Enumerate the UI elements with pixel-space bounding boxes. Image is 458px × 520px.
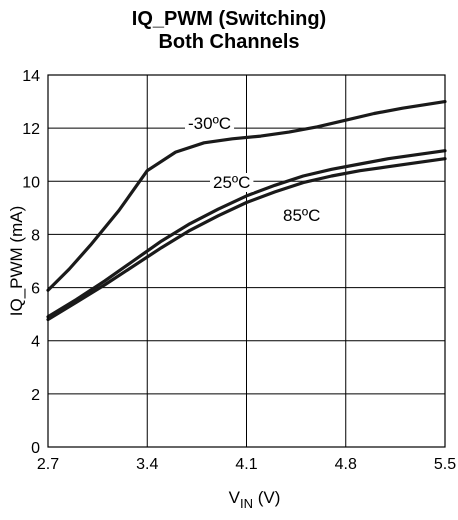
y-tick-label: 10 <box>22 174 40 191</box>
series-annotation-label: 85ºC <box>283 206 320 225</box>
y-tick-label: 12 <box>22 121 40 138</box>
annotation-background <box>210 173 254 192</box>
y-tick-label: 0 <box>31 440 40 457</box>
y-tick-label: 4 <box>31 334 40 351</box>
chart-title: IQ_PWM (Switching) <box>131 8 327 30</box>
series-line-2 <box>46 157 447 322</box>
x-tick-label: 4.8 <box>335 456 357 473</box>
x-axis-label-main: V <box>229 488 241 507</box>
series-line-1 <box>46 149 447 319</box>
x-axis-label-unit: (V) <box>253 488 280 507</box>
annotation-background <box>185 114 235 133</box>
y-tick-label: 8 <box>31 227 40 244</box>
series-annotation-label: 25ºC <box>213 173 250 192</box>
x-axis-label: VIN (V) <box>229 488 281 511</box>
chart-subtitle: Both Channels <box>158 31 300 53</box>
x-tick-label: 4.1 <box>235 456 257 473</box>
y-tick-labels: 0 2 4 6 8 10 12 14 <box>22 68 40 457</box>
series-lines <box>46 99 447 322</box>
x-tick-label: 3.4 <box>136 456 158 473</box>
y-tick-label: 6 <box>31 281 40 298</box>
annotation-background <box>280 206 324 225</box>
x-tick-label: 2.7 <box>37 456 59 473</box>
y-axis-label: IQ_PWM (mA) <box>7 206 26 317</box>
y-tick-label: 2 <box>31 387 40 404</box>
x-tick-label: 5.5 <box>434 456 456 473</box>
series-line-0 <box>46 99 447 292</box>
x-axis-label-subscript: IN <box>240 496 253 511</box>
x-tick-labels: 2.7 3.4 4.1 4.8 5.5 <box>37 456 456 473</box>
series-annotation-label: -30ºC <box>188 114 231 133</box>
grid-lines <box>47 74 446 448</box>
y-tick-label: 14 <box>22 68 40 85</box>
series-annotations: -30ºC 25ºC 85ºC <box>185 114 324 225</box>
plot-frame <box>47 74 446 448</box>
